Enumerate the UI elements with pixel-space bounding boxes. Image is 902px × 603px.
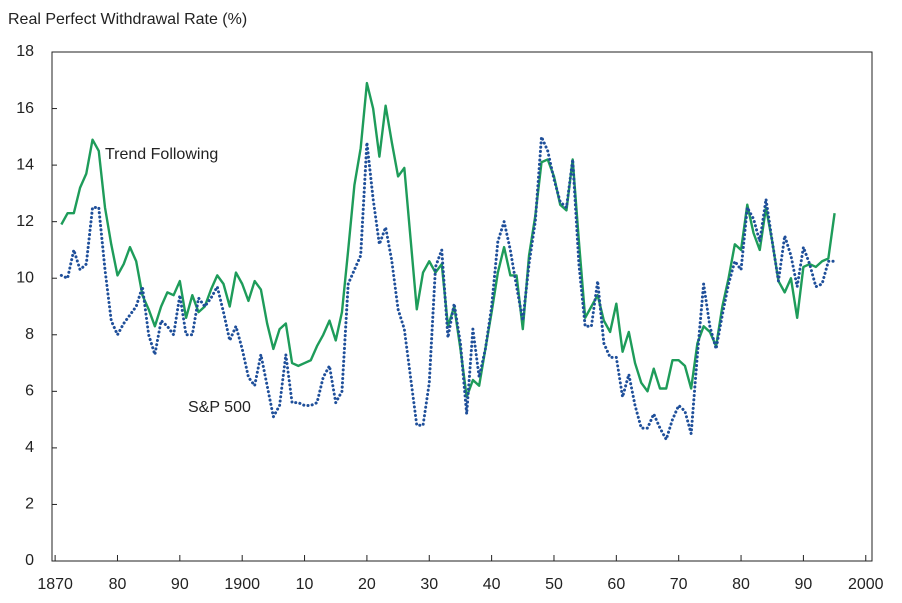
x-tick-label: 30 bbox=[420, 576, 438, 593]
y-tick-label: 10 bbox=[16, 269, 34, 286]
x-tick-label: 20 bbox=[358, 576, 376, 593]
y-axis-label: Real Perfect Withdrawal Rate (%) bbox=[8, 11, 247, 28]
plot-frame bbox=[51, 51, 873, 562]
x-tick-label: 40 bbox=[483, 576, 501, 593]
x-tick-label: 2000 bbox=[848, 576, 884, 593]
y-tick-label: 18 bbox=[16, 43, 34, 60]
series-label: S&P 500 bbox=[188, 399, 251, 416]
x-tick-label: 70 bbox=[670, 576, 688, 593]
x-tick-label: 80 bbox=[109, 576, 127, 593]
x-tick-label: 50 bbox=[545, 576, 563, 593]
y-tick-label: 2 bbox=[25, 496, 34, 513]
x-tick-label: 80 bbox=[732, 576, 750, 593]
y-tick-label: 16 bbox=[16, 100, 34, 117]
x-tick-label: 90 bbox=[795, 576, 813, 593]
y-tick-label: 6 bbox=[25, 383, 34, 400]
y-tick-label: 12 bbox=[16, 213, 34, 230]
x-tick-label: 1900 bbox=[224, 576, 260, 593]
series-line bbox=[59, 135, 837, 441]
x-tick-label: 60 bbox=[607, 576, 625, 593]
y-tick-label: 4 bbox=[25, 439, 34, 456]
x-tick-label: 1870 bbox=[37, 576, 73, 593]
x-tick-label: 90 bbox=[171, 576, 189, 593]
y-tick-label: 14 bbox=[16, 156, 34, 173]
y-tick-label: 8 bbox=[25, 326, 34, 343]
x-tick-label: 10 bbox=[296, 576, 314, 593]
series-line bbox=[60, 81, 836, 399]
series-label: Trend Following bbox=[105, 146, 218, 163]
y-tick-label: 0 bbox=[25, 552, 34, 569]
